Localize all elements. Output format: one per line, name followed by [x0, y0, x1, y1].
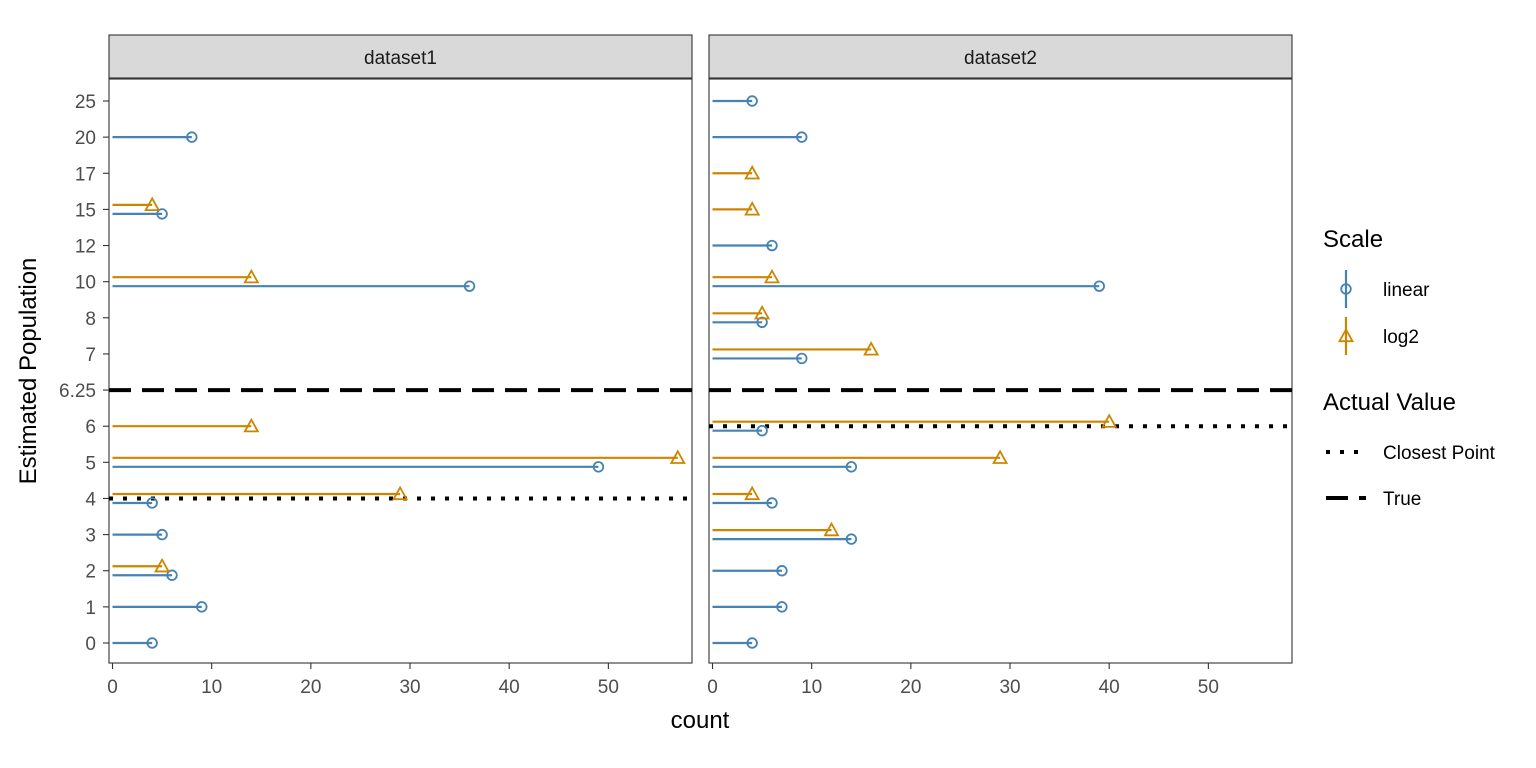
point-log2: [754, 304, 771, 320]
point-linear: [756, 316, 768, 329]
point-log2: [144, 196, 161, 212]
x-tick-label: 20: [900, 677, 921, 698]
x-tick-label: 40: [1099, 677, 1120, 698]
facet-label-1: dataset2: [964, 48, 1037, 69]
point-log2: [744, 485, 761, 501]
y-tick-label: 15: [75, 200, 96, 221]
y-tick-label: 6: [85, 417, 96, 438]
point-linear: [196, 601, 208, 613]
x-axis-title: count: [671, 707, 730, 734]
point-linear: [756, 425, 768, 437]
point-linear: [156, 528, 168, 541]
x-tick-label: 40: [499, 677, 520, 698]
x-tick-label: 30: [999, 677, 1020, 698]
point-linear: [776, 601, 788, 613]
point-log2: [1101, 413, 1118, 428]
point-linear: [166, 569, 178, 581]
panel-0: [108, 78, 693, 664]
y-tick-label: 20: [75, 128, 96, 149]
facet-label-0: dataset1: [364, 48, 437, 69]
point-linear: [186, 131, 198, 143]
y-tick-label: 1: [85, 598, 96, 619]
legend-key-log2: [1337, 327, 1355, 343]
x-tick-label: 0: [107, 677, 118, 698]
point-log2: [863, 341, 880, 356]
y-tick-label: 4: [85, 489, 96, 510]
y-tick-label: 8: [85, 309, 96, 330]
point-linear: [766, 497, 778, 509]
x-tick-label: 10: [201, 677, 222, 698]
point-linear: [845, 533, 858, 545]
x-tick-label: 30: [399, 677, 420, 698]
legend-label-log2: log2: [1383, 327, 1419, 348]
point-linear: [146, 497, 158, 509]
facet-strip-1: [708, 34, 1293, 79]
point-linear: [746, 95, 758, 107]
point-log2: [763, 268, 781, 284]
point-linear: [592, 461, 605, 473]
point-linear: [1093, 280, 1105, 292]
panel-1: [708, 78, 1293, 664]
y-tick-label: 2: [85, 562, 96, 583]
point-linear: [776, 565, 788, 577]
point-log2: [744, 164, 761, 180]
point-linear: [796, 352, 808, 365]
legend-key-linear: [1340, 283, 1352, 295]
y-tick-label: 6.25: [59, 381, 96, 402]
legend-scale-title: Scale: [1323, 226, 1383, 253]
point-log2: [392, 485, 409, 501]
point-linear: [463, 280, 476, 292]
legend-label-dashed: True: [1383, 489, 1421, 510]
legend-label-linear: linear: [1383, 280, 1430, 301]
point-log2: [669, 449, 686, 464]
y-tick-label: 3: [85, 526, 96, 547]
y-tick-label: 17: [75, 164, 96, 185]
facet-strip-0: [108, 34, 693, 79]
point-linear: [146, 637, 158, 649]
point-log2: [823, 521, 840, 537]
point-log2: [243, 417, 260, 433]
y-tick-label: 0: [85, 634, 96, 655]
point-log2: [992, 449, 1009, 464]
x-tick-label: 0: [707, 677, 718, 698]
x-tick-label: 20: [300, 677, 321, 698]
y-tick-label: 25: [75, 92, 96, 113]
point-linear: [796, 131, 808, 143]
x-tick-label: 50: [598, 677, 619, 698]
y-axis-title: Estimated Population: [15, 258, 42, 485]
point-linear: [845, 461, 858, 473]
point-linear: [156, 208, 168, 220]
x-tick-label: 50: [1198, 677, 1219, 698]
point-log2: [243, 268, 260, 284]
x-tick-label: 10: [801, 677, 822, 698]
point-log2: [154, 557, 171, 573]
point-linear: [766, 239, 778, 252]
y-tick-label: 5: [85, 453, 96, 474]
y-tick-label: 10: [75, 273, 96, 294]
y-tick-label: 7: [85, 345, 96, 366]
legend-label-dotted: Closest Point: [1383, 443, 1496, 464]
y-tick-label: 12: [75, 237, 96, 258]
point-linear: [746, 637, 758, 649]
legend-actual-title: Actual Value: [1323, 389, 1456, 416]
point-log2: [744, 201, 761, 216]
